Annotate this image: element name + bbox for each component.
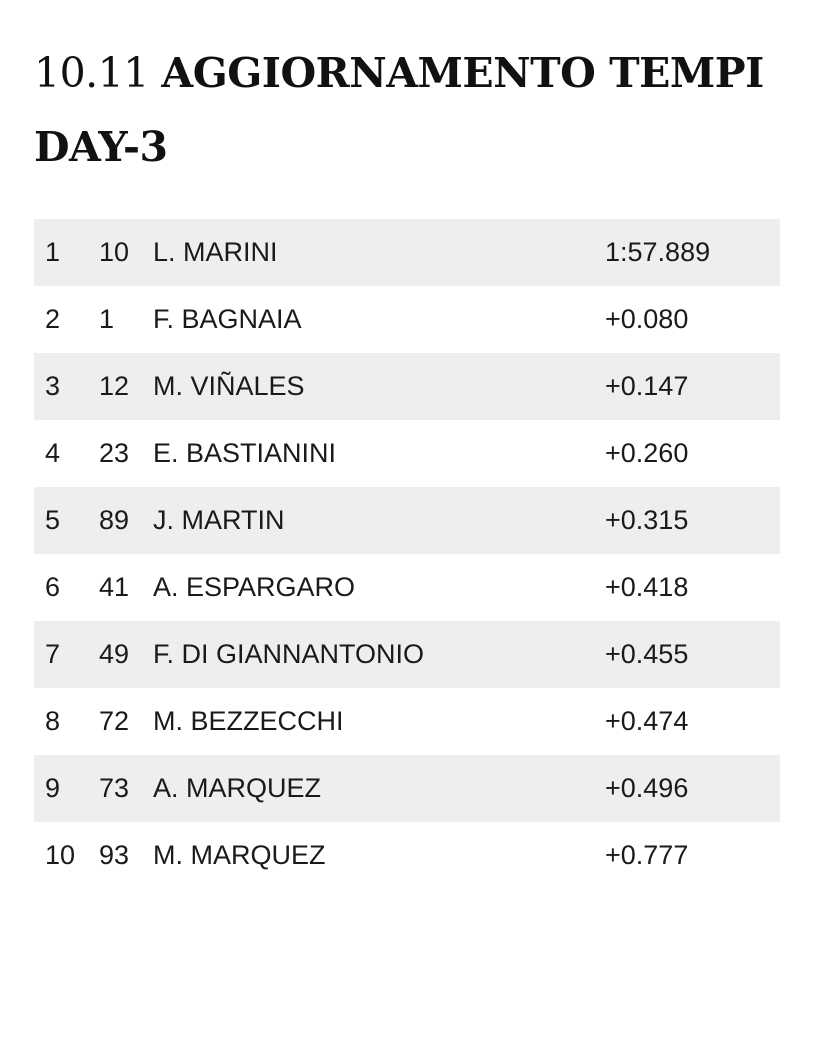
position-cell: 8: [45, 706, 61, 736]
rider-name-cell: M. MARQUEZ: [153, 840, 326, 870]
rider-number-cell: 89: [99, 505, 130, 535]
rider-number-cell: 1: [99, 304, 115, 334]
rider-name-cell: F. DI GIANNANTONIO: [153, 639, 425, 669]
rider-number-cell: 41: [99, 572, 130, 602]
table-row: 5 89 J. MARTIN +0.315: [34, 487, 780, 554]
position-cell: 3: [45, 371, 61, 401]
time-cell: +0.777: [605, 840, 689, 870]
position-cell: 1: [45, 237, 61, 267]
rider-name-cell: M. VIÑALES: [153, 371, 305, 401]
time-cell: +0.455: [605, 639, 689, 669]
rider-number-cell: 49: [99, 639, 130, 669]
time-cell: +0.474: [605, 706, 689, 736]
table-row: 10 93 M. MARQUEZ +0.777: [34, 822, 780, 889]
table-row: 7 49 F. DI GIANNANTONIO +0.455: [34, 621, 780, 688]
update-time: 10.11: [34, 49, 149, 97]
rider-name-cell: F. BAGNAIA: [153, 304, 302, 334]
rider-number-cell: 10: [99, 237, 130, 267]
time-cell: +0.147: [605, 371, 689, 401]
rider-number-cell: 23: [99, 438, 130, 468]
rider-number-cell: 12: [99, 371, 130, 401]
position-cell: 7: [45, 639, 61, 669]
table-row: 4 23 E. BASTIANINI +0.260: [34, 420, 780, 487]
position-cell: 10: [45, 840, 76, 870]
position-cell: 5: [45, 505, 61, 535]
time-cell: +0.260: [605, 438, 689, 468]
position-cell: 6: [45, 572, 61, 602]
rider-name-cell: M. BEZZECCHI: [153, 706, 344, 736]
table-row: 3 12 M. VIÑALES +0.147: [34, 353, 780, 420]
position-cell: 2: [45, 304, 61, 334]
time-cell: +0.080: [605, 304, 689, 334]
position-cell: 9: [45, 773, 61, 803]
table-row: 1 10 L. MARINI 1:57.889: [34, 219, 780, 286]
headline: AGGIORNAMENTO TEMPI DAY-3: [34, 49, 764, 171]
table-row: 6 41 A. ESPARGARO +0.418: [34, 554, 780, 621]
rider-name-cell: L. MARINI: [153, 237, 278, 267]
time-cell: +0.418: [605, 572, 689, 602]
time-cell: +0.315: [605, 505, 689, 535]
table-row: 8 72 M. BEZZECCHI +0.474: [34, 688, 780, 755]
rider-number-cell: 93: [99, 840, 130, 870]
rider-number-cell: 72: [99, 706, 130, 736]
table-row: 9 73 A. MARQUEZ +0.496: [34, 755, 780, 822]
rider-name-cell: E. BASTIANINI: [153, 438, 337, 468]
position-cell: 4: [45, 438, 61, 468]
rider-name-cell: A. MARQUEZ: [153, 773, 322, 803]
time-cell: +0.496: [605, 773, 689, 803]
rider-name-cell: A. ESPARGARO: [153, 572, 356, 602]
results-table: 1 10 L. MARINI 1:57.889 2 1 F. BAGNAIA +0.080 3 1…: [34, 219, 780, 889]
rider-number-cell: 73: [99, 773, 130, 803]
rider-name-cell: J. MARTIN: [153, 505, 285, 535]
table-row: 2 1 F. BAGNAIA +0.080: [34, 286, 780, 353]
time-cell: 1:57.889: [605, 237, 711, 267]
page-title: 10.11 AGGIORNAMENTO TEMPI DAY-3: [34, 36, 794, 184]
